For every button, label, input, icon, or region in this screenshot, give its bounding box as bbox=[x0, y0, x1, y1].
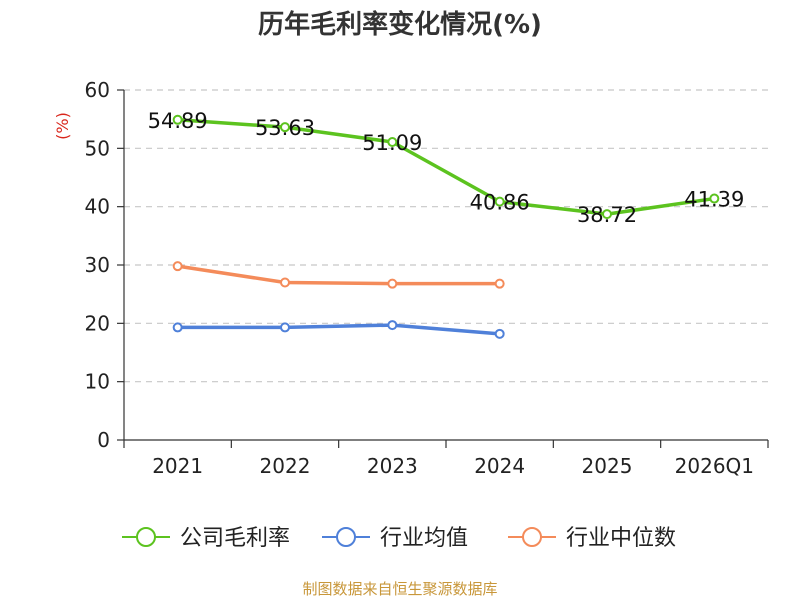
data-label: 53.63 bbox=[255, 116, 315, 140]
y-tick-label: 40 bbox=[85, 195, 110, 219]
data-point bbox=[172, 322, 183, 333]
legend: 公司毛利率 行业均值 行业中位数 bbox=[122, 526, 676, 551]
y-tick-label: 60 bbox=[85, 78, 110, 102]
legend-label: 公司毛利率 bbox=[180, 526, 290, 551]
data-point bbox=[602, 209, 612, 220]
data-label: 54.89 bbox=[148, 109, 208, 133]
y-tick-label: 0 bbox=[97, 428, 110, 452]
data-label: 51.09 bbox=[362, 131, 422, 155]
legend-label: 行业中位数 bbox=[566, 526, 676, 551]
data-point bbox=[387, 320, 398, 331]
y-tick-label: 50 bbox=[85, 136, 110, 160]
data-point bbox=[280, 322, 290, 333]
chart-title: 历年毛利率变化情况(%) bbox=[258, 10, 542, 40]
axes: 0 10 20 30 40 50 60 2021 2022 2023 2024 2025 2026Q1 bbox=[85, 78, 769, 478]
source-note: 制图数据来自恒生聚源数据库 bbox=[302, 580, 498, 598]
data-point bbox=[387, 278, 398, 289]
x-tick-label: 2026Q1 bbox=[675, 454, 754, 478]
data-point bbox=[494, 328, 505, 339]
y-tick-label: 10 bbox=[85, 370, 110, 394]
legend-marker bbox=[336, 527, 356, 547]
y-tick-label: 30 bbox=[85, 253, 110, 277]
y-tick-label: 20 bbox=[85, 311, 110, 335]
data-point bbox=[494, 196, 505, 207]
data-point bbox=[280, 122, 290, 133]
series-line bbox=[175, 118, 717, 216]
series-line bbox=[175, 264, 502, 286]
data-point bbox=[709, 193, 720, 204]
series-lines bbox=[172, 114, 720, 339]
data-point bbox=[172, 261, 183, 272]
data-label: 38.72 bbox=[577, 203, 637, 227]
x-tick-label: 2025 bbox=[582, 454, 633, 478]
legend-marker bbox=[522, 527, 542, 547]
data-point bbox=[494, 278, 505, 289]
x-tick-label: 2023 bbox=[367, 454, 418, 478]
series-line bbox=[175, 323, 502, 336]
data-label: 40.86 bbox=[470, 191, 530, 215]
data-labels: 54.89 53.63 51.09 40.86 38.72 41.39 bbox=[148, 109, 745, 227]
x-tick-label: 2024 bbox=[474, 454, 525, 478]
data-point bbox=[172, 114, 183, 125]
x-tick-label: 2021 bbox=[152, 454, 203, 478]
legend-label: 行业均值 bbox=[380, 526, 468, 551]
x-tick-label: 2022 bbox=[260, 454, 311, 478]
legend-marker bbox=[136, 527, 156, 547]
grid-lines bbox=[124, 89, 768, 383]
data-label: 41.39 bbox=[684, 188, 744, 212]
data-point bbox=[280, 277, 290, 288]
y-axis-unit-label: (%) bbox=[53, 112, 72, 140]
data-point bbox=[387, 136, 398, 147]
